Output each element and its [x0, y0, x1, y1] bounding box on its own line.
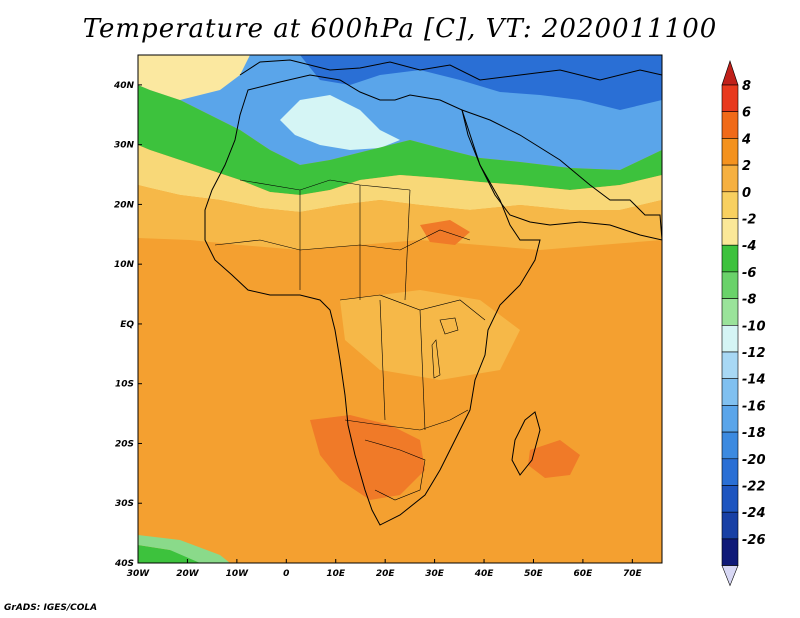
x-tick-label: 20E — [376, 569, 396, 579]
africa-coastline — [204, 74, 541, 526]
colorbar-top-arrow — [721, 60, 739, 86]
lake-victoria — [439, 317, 459, 335]
field-green-south — [138, 545, 200, 563]
colorbar-label: -12 — [742, 346, 766, 361]
y-tick-label: 10S — [115, 380, 134, 390]
y-tick-label: 20N — [114, 200, 135, 210]
border-south — [344, 409, 469, 431]
colorbar-cell — [721, 405, 739, 433]
colorbar-label: -16 — [742, 399, 766, 414]
border-sahara-west — [239, 179, 411, 191]
colorbar-cell — [721, 511, 739, 540]
colorbar-cell — [721, 538, 739, 566]
colorbar-label: -26 — [742, 533, 766, 548]
colorbar-label: -10 — [742, 319, 766, 334]
colorbar-cell — [721, 244, 739, 273]
temperature-field — [138, 55, 662, 563]
field-pale-cyan — [280, 95, 400, 150]
field-pale-yellow-north — [138, 55, 250, 100]
x-tick-label: 30W — [127, 569, 151, 579]
colorbar-bottom-arrow — [721, 565, 739, 587]
field-hot-south-africa — [310, 415, 425, 500]
colorbar-label: 8 — [742, 79, 751, 94]
colorbar-cell — [721, 84, 739, 113]
colorbar-label: -24 — [742, 506, 766, 521]
field-deep-blue-north — [300, 55, 662, 110]
x-tick-label: 40E — [474, 569, 495, 579]
x-tick-label: 50E — [524, 569, 544, 579]
colorbar-cell — [721, 324, 739, 353]
y-tick-label: 30S — [115, 499, 134, 509]
x-tick-label: 70E — [623, 569, 643, 579]
lake-tanganyika — [431, 339, 441, 379]
borders — [214, 179, 486, 501]
border-vertical-4 — [379, 299, 386, 421]
map-title: Temperature at 600hPa [C], VT: 202001110… — [82, 14, 718, 44]
colorbar-cell — [721, 111, 739, 139]
colorbar-cell — [721, 431, 739, 460]
y-tick-label: 10N — [114, 260, 135, 270]
field-hot-east — [420, 220, 470, 245]
field-light-green-south — [138, 535, 230, 563]
colorbar-cell — [721, 271, 739, 299]
border-vertical-3 — [404, 189, 411, 301]
y-tick-label: 40N — [113, 81, 135, 91]
field-hot-indian — [528, 440, 580, 478]
x-tick-label: 10E — [326, 569, 346, 579]
field-green-band — [138, 85, 662, 195]
colorbar-cell — [721, 298, 739, 326]
colorbar: 8 6 4 2 0 -2 -4 -6 -8 -10 -12 -14 -16 -18 -20 -22 -24 -26 — [721, 60, 766, 587]
y-tick-label: EQ — [120, 320, 134, 330]
europe-coastline — [239, 59, 663, 81]
x-tick-label: 20W — [176, 569, 200, 579]
y-tick-label: 30N — [114, 141, 135, 151]
colorbar-cell — [721, 138, 739, 166]
x-tick-label: 10W — [226, 569, 250, 579]
border-south-box — [364, 439, 426, 501]
colorbar-label: -6 — [742, 266, 756, 281]
grads-credit: GrADS: IGES/COLA — [4, 603, 98, 613]
field-mild-central — [340, 290, 520, 380]
colorbar-label: -14 — [742, 373, 766, 388]
y-axis-ticks: 40N 30N 20N 10N EQ 10S 20S 30S 40S — [113, 81, 142, 569]
field-light-yellow-band — [138, 145, 662, 212]
colorbar-label: 2 — [742, 159, 751, 174]
colorbar-label: -8 — [742, 293, 756, 308]
colorbar-cell — [721, 485, 739, 513]
plot-frame — [137, 54, 663, 564]
y-tick-label: 20S — [115, 439, 134, 449]
colorbar-cell — [721, 191, 739, 219]
x-tick-label: 0 — [283, 569, 289, 579]
x-axis-ticks: 30W 20W 10W 0 10E 20E 30E 40E 50E 60E 70E — [127, 559, 643, 579]
colorbar-cell — [721, 218, 739, 246]
field-mild-band — [138, 185, 662, 250]
madagascar-coastline — [511, 411, 541, 476]
colorbar-cell — [721, 378, 739, 406]
y-tick-label: 40S — [114, 559, 134, 569]
x-tick-label: 30E — [425, 569, 445, 579]
colorbar-cell — [721, 458, 739, 486]
x-tick-label: 60E — [574, 569, 594, 579]
colorbar-cell — [721, 164, 739, 193]
colorbar-label: -4 — [742, 239, 756, 254]
colorbar-label: -20 — [742, 453, 766, 468]
colorbar-label: 6 — [742, 106, 751, 121]
border-vertical-5 — [419, 309, 426, 431]
colorbar-cell — [721, 351, 739, 380]
colorbar-label: -18 — [742, 426, 766, 441]
colorbar-label: -2 — [742, 213, 756, 228]
colorbar-label: 4 — [741, 132, 751, 147]
colorbar-label: 0 — [742, 186, 751, 201]
colorbar-label: -22 — [742, 480, 766, 495]
